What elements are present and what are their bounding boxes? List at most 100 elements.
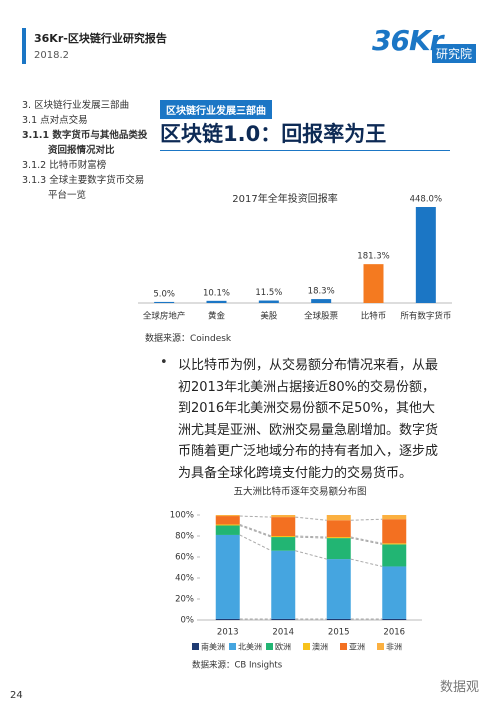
value-label: 18.3%	[308, 287, 335, 297]
bar-segment	[215, 534, 240, 619]
connector	[295, 536, 327, 539]
bullet: •	[160, 355, 168, 370]
toc-item: 3.1.2 比特币财富榜	[22, 160, 107, 171]
x-tick-label: 全球股票	[304, 311, 339, 322]
legend-swatch	[303, 643, 310, 650]
y-tick-label: 100%	[170, 511, 194, 521]
legend-label: 欧洲	[275, 642, 291, 652]
bar-segment	[382, 544, 407, 567]
y-tick-label: 80%	[175, 532, 194, 542]
x-tick-label: 2015	[328, 628, 350, 638]
connector	[239, 525, 272, 538]
toc-item: 3.1.3 全球主要数字货币交易平台一览	[22, 175, 145, 201]
bar-segment	[326, 618, 351, 620]
connector	[350, 518, 383, 521]
connector	[295, 516, 327, 521]
bar-segment	[326, 520, 351, 538]
page-number: 24	[10, 690, 23, 701]
bar-segment	[271, 537, 296, 551]
value-label: 11.5%	[255, 288, 282, 298]
bar	[311, 299, 332, 303]
x-tick-label: 所有数字货币	[400, 311, 451, 322]
connector	[295, 535, 327, 538]
header-bar	[22, 28, 26, 64]
bar-segment	[382, 543, 407, 545]
connector	[295, 550, 327, 560]
bar-segment	[326, 537, 351, 539]
y-tick-label: 20%	[175, 595, 194, 605]
bar-segment	[271, 536, 296, 538]
bar	[206, 300, 227, 303]
return-chart: 2017年全年投资回报率 5.0% 全球房地产 10.1% 黄金 11.5% 美股 18.3%…	[138, 192, 452, 322]
bar-segment	[215, 618, 240, 620]
bar-segment	[382, 618, 407, 620]
chart-source: 数据来源：Coindesk	[145, 334, 232, 344]
heading: 区块链1.0：回报率为王	[160, 122, 387, 146]
bar-segment	[215, 516, 240, 525]
bar	[363, 264, 384, 303]
toc-item: 3. 区块链行业发展三部曲	[22, 100, 130, 111]
x-tick-label: 2016	[383, 628, 405, 638]
bar-segment	[326, 538, 351, 560]
x-tick-label: 2013	[217, 628, 239, 638]
connector	[350, 558, 383, 567]
connector	[350, 537, 383, 545]
legend-label: 亚洲	[349, 643, 365, 652]
bar-segment	[271, 517, 296, 536]
bar	[415, 207, 436, 303]
logo-sub: 研究院	[432, 44, 477, 63]
legend-swatch	[377, 643, 384, 650]
value-label: 10.1%	[203, 288, 230, 298]
distribution-chart: 五大洲比特币逐年交易额分布图 0% 20% 40% 60% 80% 100% 2013 2014…	[170, 486, 422, 671]
x-tick-label: 美股	[260, 311, 278, 322]
connector	[239, 515, 272, 518]
bar-segment	[382, 515, 407, 520]
legend-swatch	[192, 643, 199, 650]
y-tick-label: 40%	[175, 574, 194, 584]
header-date: 2018.2	[34, 50, 69, 61]
section-tag: 区块链行业发展三部曲	[160, 100, 272, 119]
y-tick-label: 0%	[181, 616, 195, 626]
chart-title: 五大洲比特币逐年交易额分布图	[233, 486, 366, 498]
logo: 36Kr	[372, 24, 443, 57]
legend-label: 澳洲	[312, 642, 328, 652]
toc: 3. 区块链行业发展三部曲 3.1 点对点交易 3.1.1 数字货币与其他品类投…	[22, 98, 152, 203]
value-label: 5.0%	[153, 289, 175, 299]
bar-segment	[215, 524, 240, 526]
bar	[258, 300, 279, 303]
chart-source: 数据来源：CB Insights	[192, 660, 283, 671]
y-tick-label: 60%	[175, 553, 194, 563]
legend-swatch	[229, 643, 236, 650]
bar-segment	[271, 515, 296, 518]
toc-item: 3.1 点对点交易	[22, 115, 88, 126]
bar	[154, 301, 175, 303]
x-tick-label: 2014	[272, 628, 294, 638]
watermark: 数据观	[440, 680, 480, 695]
toc-item: 3.1.1 数字货币与其他品类投资回报情况对比	[22, 130, 148, 156]
bar-segment	[271, 618, 296, 620]
value-label: 448.0%	[410, 195, 442, 205]
x-tick-label: 全球房地产	[143, 311, 186, 322]
bar-segment	[326, 515, 351, 521]
connector	[239, 523, 272, 537]
connector	[239, 534, 272, 552]
bar-segment	[382, 566, 407, 619]
legend-swatch	[340, 643, 347, 650]
x-tick-label: 比特币	[361, 311, 387, 322]
header-title: 36Kr-区块链行业研究报告	[34, 32, 167, 45]
bar-segment	[326, 559, 351, 619]
value-label: 181.3%	[357, 252, 389, 262]
bar-segment	[382, 519, 407, 544]
heading-rule	[160, 150, 450, 151]
bar-segment	[215, 525, 240, 535]
legend-label: 南美洲	[201, 642, 225, 652]
bar-segment	[271, 550, 296, 619]
chart-title: 2017年全年投资回报率	[232, 192, 337, 205]
paragraph: 以比特币为例，从交易额分布情况来看，从最初2013年北美洲占据接近80%的交易份…	[178, 358, 439, 481]
connector	[350, 536, 383, 544]
bar-segment	[215, 515, 240, 517]
legend-swatch	[266, 643, 273, 650]
legend-label: 非洲	[386, 642, 402, 652]
x-tick-label: 黄金	[208, 311, 226, 322]
